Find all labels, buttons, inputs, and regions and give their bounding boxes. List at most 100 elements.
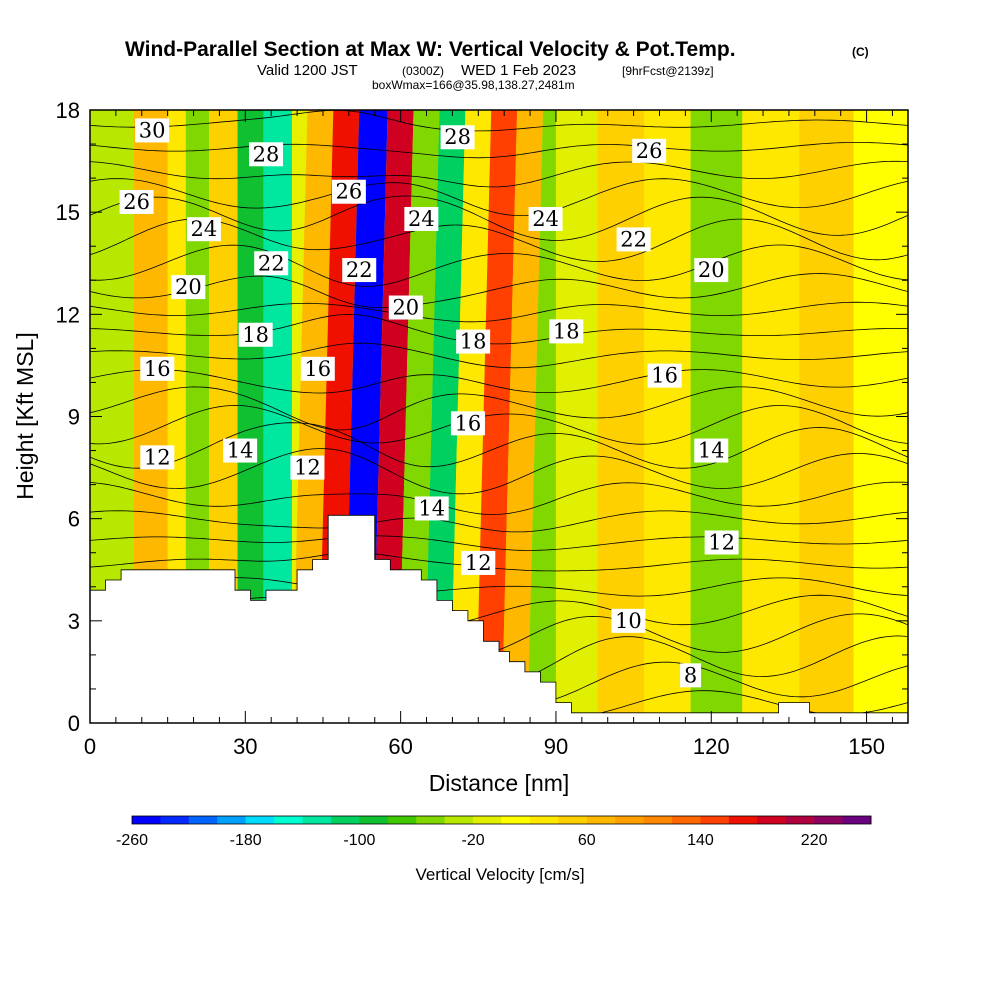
- theta-contour-line: [90, 313, 908, 345]
- velocity-band: [799, 110, 854, 723]
- y-axis: 0 3 6 9 12 15 18: [56, 98, 908, 736]
- colorbar-swatch: [444, 816, 474, 824]
- contour-label: 8: [684, 663, 697, 687]
- colorbar-swatch: [814, 816, 844, 824]
- contour-label: 30: [139, 118, 166, 142]
- colorbar-ticks: -260 -180 -100 -20 60 140 220: [116, 832, 828, 849]
- colorbar-swatch: [245, 816, 275, 824]
- contour-label: 16: [144, 357, 171, 381]
- contour-label-box: [331, 179, 366, 204]
- colorbar-tick-label: -100: [343, 832, 375, 849]
- y-tick-label: 6: [68, 507, 80, 532]
- contour-label-box: [223, 438, 258, 463]
- theta-contour-line: [90, 386, 908, 431]
- plot-area: 30 28 28 26 26 26 24 24 24 22 22 22 20 20 20 18 18 18 16 16…: [90, 110, 908, 723]
- theta-contour-line: [90, 369, 908, 394]
- contour-label-box: [171, 275, 206, 300]
- theta-contour-line: [90, 422, 908, 469]
- contour-label-box: [140, 445, 175, 470]
- contour-label: 28: [444, 125, 471, 149]
- theta-contour-line: [90, 552, 908, 572]
- contour-label: 26: [636, 139, 663, 163]
- terrain: [90, 514, 908, 723]
- contour-label: 14: [227, 439, 254, 463]
- colorbar-swatch: [643, 816, 673, 824]
- y-tick-label: 0: [68, 711, 80, 736]
- contour-label-box: [186, 217, 221, 242]
- theta-contour-line: [90, 535, 908, 551]
- contour-label-box: [254, 251, 289, 276]
- contour-label: 16: [304, 357, 331, 381]
- contour-label: 18: [242, 323, 269, 347]
- theta-contour-line: [90, 481, 908, 515]
- contour-label: 24: [532, 207, 559, 231]
- theta-contour-line: [90, 342, 908, 369]
- velocity-band: [423, 110, 466, 723]
- colorbar-swatch: [132, 816, 161, 824]
- colorbar-swatch: [672, 816, 701, 824]
- colorbar-label: Vertical Velocity [cm/s]: [415, 865, 584, 884]
- contour-label: 22: [346, 258, 373, 282]
- colorbar-swatch: [558, 816, 588, 824]
- colorbar-swatch: [615, 816, 645, 824]
- contour-label-box: [647, 363, 682, 388]
- contour-label-box: [704, 530, 739, 555]
- contour-label-box: [414, 496, 449, 521]
- theta-contour-line: [90, 301, 908, 323]
- contour-label: 20: [698, 258, 725, 282]
- contour-label: 22: [620, 227, 647, 251]
- velocity-band: [643, 110, 691, 723]
- contour-label-box: [680, 663, 702, 688]
- colorbar-tick-label: 60: [578, 832, 596, 849]
- contour-label: 12: [465, 551, 492, 575]
- contour-label: 14: [698, 439, 725, 463]
- colorbar-swatch: [416, 816, 446, 824]
- theta-contour-line: [90, 178, 908, 217]
- y-tick-label: 9: [68, 405, 80, 430]
- contour-label-box: [388, 295, 423, 320]
- colorbar-swatch: [586, 816, 616, 824]
- contour-label-box: [616, 227, 651, 252]
- contour-label: 22: [258, 251, 285, 275]
- theta-contour-line: [90, 448, 908, 495]
- valid-time-b: (0300Z): [402, 64, 444, 78]
- colorbar-swatch: [274, 816, 304, 824]
- colorbar-swatch: [217, 816, 247, 824]
- contour-label-box: [290, 455, 325, 480]
- contour-label: 12: [294, 456, 321, 480]
- contour-label-box: [694, 258, 729, 283]
- contour-label-box: [528, 206, 563, 231]
- x-tick-label: 0: [84, 734, 96, 759]
- contour-label: 14: [418, 496, 445, 520]
- colorbar-tick-label: 140: [687, 832, 714, 849]
- contour-label: 24: [191, 217, 218, 241]
- contour-label: 16: [651, 364, 678, 388]
- contour-label-box: [611, 608, 646, 633]
- theta-contour-line: [90, 273, 908, 308]
- contour-label-box: [342, 258, 377, 283]
- contour-label-box: [140, 356, 175, 381]
- y-tick-label: 12: [56, 302, 80, 327]
- theta-contour-line: [90, 160, 908, 188]
- theta-contour-line: [90, 195, 908, 241]
- y-tick-label: 15: [56, 200, 80, 225]
- x-tick-label: 120: [693, 734, 730, 759]
- contour-label: 20: [175, 275, 202, 299]
- x-axis-label: Distance [nm]: [429, 770, 570, 796]
- theta-contour-line: [90, 218, 908, 262]
- valid-time-a: Valid 1200 JST: [257, 62, 358, 79]
- colorbar-tick-label: -20: [462, 832, 485, 849]
- contour-label-box: [694, 438, 729, 463]
- colorbar-tick-label: 220: [801, 832, 828, 849]
- contour-labels: 30 28 28 26 26 26 24 24 24 22 22 22 20 20 20 18 18 18 16 16…: [119, 118, 739, 688]
- colorbar-swatch: [160, 816, 190, 824]
- colorbar-swatch: [387, 816, 417, 824]
- contour-label: 12: [144, 445, 171, 469]
- contour-label-box: [632, 138, 667, 163]
- contour-label: 16: [455, 411, 482, 435]
- contour-label-box: [461, 550, 496, 575]
- y-tick-label: 3: [68, 609, 80, 634]
- valid-time-d: [9hrFcst@2139z]: [622, 64, 714, 78]
- contour-label: 12: [708, 531, 735, 555]
- x-tick-label: 90: [544, 734, 568, 759]
